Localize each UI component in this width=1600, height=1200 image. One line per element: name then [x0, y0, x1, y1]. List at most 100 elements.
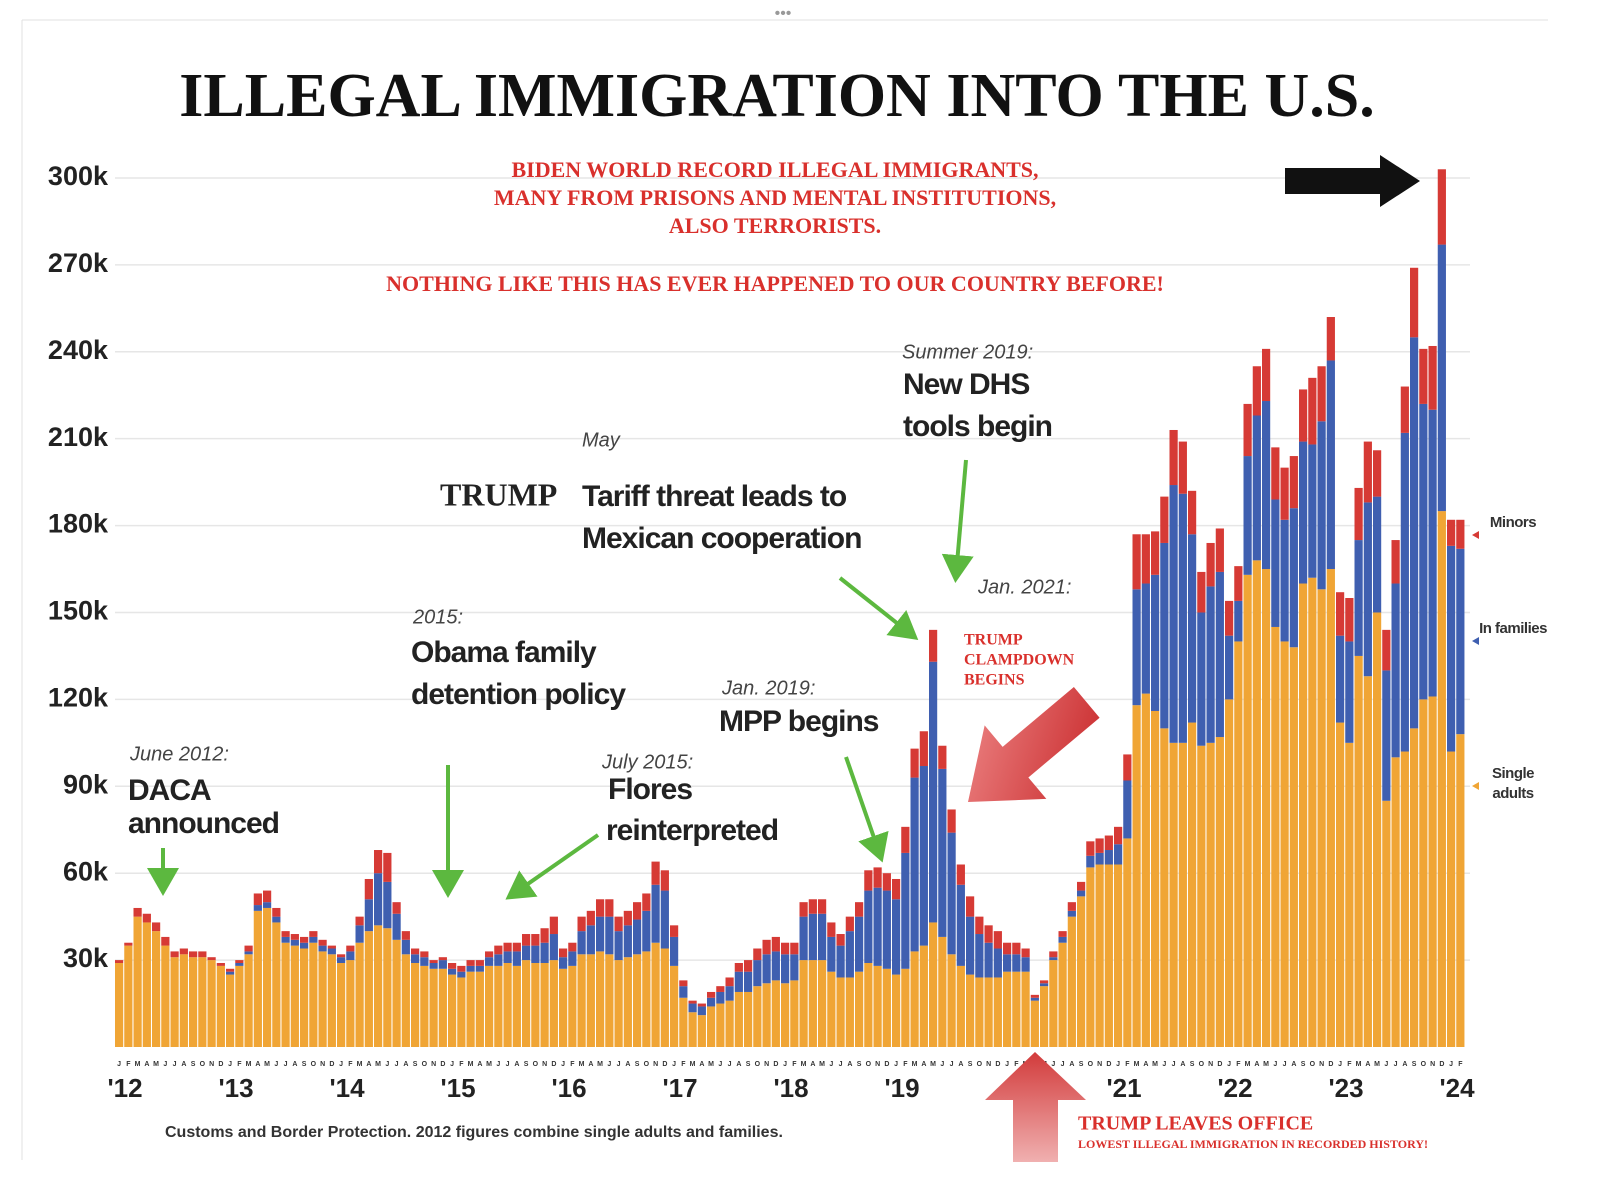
bar-segment	[115, 960, 124, 963]
bar-segment	[1447, 545, 1456, 752]
x-tick-label: O	[644, 1061, 650, 1068]
bar-segment	[1363, 502, 1372, 677]
x-tick-label: A	[477, 1061, 482, 1068]
bar-segment	[1410, 337, 1419, 729]
annotation: July 2015:	[601, 751, 693, 773]
red-arrow	[985, 1052, 1086, 1162]
bar-segment	[531, 934, 540, 946]
bar-segment	[762, 939, 771, 955]
x-tick-label: M	[153, 1061, 159, 1068]
bar-segment	[1021, 971, 1030, 1047]
bar-segment	[540, 928, 549, 943]
x-tick-label: A	[255, 1061, 260, 1068]
bar-segment	[855, 902, 864, 917]
bar-segment	[226, 974, 235, 1047]
year-label: '15	[440, 1073, 475, 1103]
bar-segment	[1262, 348, 1271, 402]
bar-segment	[947, 954, 956, 1047]
bar-segment	[1419, 403, 1428, 700]
bar-segment	[438, 968, 447, 1047]
bar-segment	[179, 954, 188, 1047]
bar-segment	[272, 916, 281, 923]
x-tick-label: D	[995, 1061, 1000, 1068]
x-tick-label: A	[736, 1061, 741, 1068]
bar-segment	[938, 768, 947, 937]
x-tick-label: J	[1051, 1061, 1055, 1068]
bar-segment	[152, 931, 161, 1047]
x-tick-label: N	[1097, 1061, 1102, 1068]
bar-segment	[235, 962, 244, 966]
bar-segment	[309, 931, 318, 937]
x-tick-label: A	[144, 1061, 149, 1068]
bar-segment	[485, 957, 494, 966]
bar-segment	[540, 962, 549, 1047]
bar-segment	[753, 960, 762, 987]
x-tick-label: F	[1125, 1061, 1130, 1068]
bar-segment	[725, 977, 734, 987]
x-tick-label: M	[819, 1061, 825, 1068]
bar-segment	[1040, 983, 1049, 987]
x-tick-label: A	[1180, 1061, 1185, 1068]
x-tick-label: S	[302, 1061, 307, 1068]
bar-segment	[651, 942, 660, 1047]
bar-segment	[596, 899, 605, 917]
bar-segment	[1345, 598, 1354, 642]
x-tick-label: J	[496, 1061, 500, 1068]
bar-segment	[975, 934, 984, 978]
x-tick-label: S	[1412, 1061, 1417, 1068]
x-tick-label: F	[459, 1061, 464, 1068]
x-tick-label: A	[588, 1061, 593, 1068]
bar-segment	[457, 971, 466, 978]
x-tick-label: J	[1116, 1061, 1120, 1068]
bar-segment	[790, 954, 799, 981]
bar-segment	[401, 954, 410, 1047]
bar-segment	[475, 965, 484, 972]
bar-segment	[1326, 360, 1335, 570]
bar-segment	[1188, 490, 1197, 535]
bar-segment	[503, 942, 512, 952]
bar-segment	[1271, 499, 1280, 627]
y-tick-label: 30k	[63, 943, 109, 973]
bar-segment	[290, 945, 299, 1047]
bar-segment	[901, 826, 910, 853]
bar-segment	[309, 942, 318, 1047]
arrow	[844, 756, 889, 863]
bar-segment	[577, 916, 586, 932]
bar-segment	[1169, 742, 1178, 1047]
bar-segment	[1030, 997, 1039, 1001]
bar-segment	[355, 925, 364, 943]
year-label: '12	[107, 1073, 142, 1103]
bar-segment	[1456, 548, 1465, 735]
bar-segment	[1067, 902, 1076, 911]
x-tick-label: M	[1245, 1061, 1251, 1068]
bar-segment	[966, 916, 975, 975]
annotation: TRUMP	[440, 476, 557, 512]
bar-segment	[1012, 942, 1021, 955]
x-tick-label: N	[209, 1061, 214, 1068]
bar-segment	[651, 861, 660, 885]
bar-segment	[1308, 444, 1317, 578]
bar-segment	[133, 916, 142, 1047]
bar-segment	[1243, 403, 1252, 457]
x-tick-label: A	[1069, 1061, 1074, 1068]
x-tick-label: F	[1014, 1061, 1019, 1068]
bar-segment	[429, 960, 438, 963]
x-tick-label: J	[506, 1061, 510, 1068]
x-tick-label: A	[514, 1061, 519, 1068]
bar-segment	[762, 954, 771, 984]
bar-segment	[605, 899, 614, 917]
x-tick-label: J	[1384, 1061, 1388, 1068]
x-tick-label: M	[1152, 1061, 1158, 1068]
bar-segment	[1030, 1000, 1039, 1047]
bar-segment	[392, 913, 401, 940]
annotation: Mexican cooperation	[582, 522, 861, 555]
bar-segment	[1410, 267, 1419, 338]
bar-segment	[919, 731, 928, 767]
bar-segment	[781, 942, 790, 955]
annotation: detention policy	[411, 678, 626, 711]
bar-segment	[318, 951, 327, 1047]
bar-segment	[364, 899, 373, 932]
bar-segment	[633, 919, 642, 955]
bar-segment	[189, 951, 198, 958]
bar-segment	[1308, 377, 1317, 445]
